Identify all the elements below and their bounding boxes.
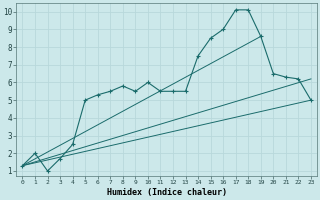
X-axis label: Humidex (Indice chaleur): Humidex (Indice chaleur) <box>107 188 227 197</box>
